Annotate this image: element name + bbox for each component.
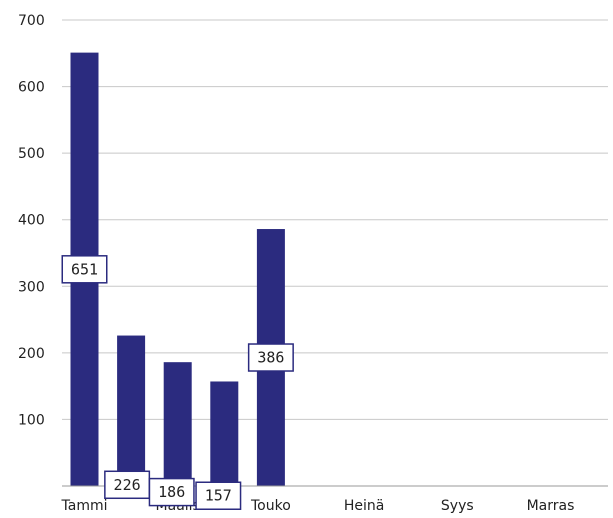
data-label: 651 — [61, 255, 108, 284]
data-label: 386 — [247, 343, 294, 372]
bar-maalis — [163, 362, 192, 486]
data-label-box — [61, 255, 108, 284]
bar-helmi — [117, 335, 146, 486]
bar-huhti — [210, 381, 239, 486]
data-label-box — [247, 343, 294, 372]
data-label: 226 — [104, 470, 151, 500]
data-label-text: 157 — [205, 487, 232, 505]
data-label-text: 651 — [71, 260, 98, 278]
data-label-box — [195, 481, 242, 510]
y-tick-label: 200 — [18, 346, 45, 362]
x-tick-label: Tammi — [61, 498, 108, 514]
x-tick-label: Syys — [441, 498, 474, 514]
y-tick-label: 400 — [18, 213, 45, 229]
data-label-text: 386 — [257, 349, 284, 367]
data-label: 157 — [195, 481, 242, 510]
data-label: 186 — [148, 477, 195, 507]
data-label-box — [148, 477, 195, 507]
data-label-box — [104, 470, 151, 500]
data-labels: 651 226 186 157 386 — [61, 255, 294, 510]
x-tick-label: Marras — [527, 498, 575, 514]
x-axis-ticks: TammiMaalisToukoHeinäSyysMarras — [61, 498, 575, 514]
data-label-text: 226 — [114, 476, 141, 494]
y-tick-label: 500 — [18, 146, 45, 162]
y-axis-ticks: 100 200 300 400 500 600 700 — [18, 13, 45, 428]
x-tick-label: Heinä — [344, 498, 384, 514]
x-tick-label: Touko — [250, 498, 291, 514]
y-tick-label: 700 — [18, 13, 45, 29]
data-label-text: 186 — [158, 483, 185, 501]
y-tick-label: 100 — [18, 412, 45, 428]
y-tick-label: 300 — [18, 279, 45, 295]
gridlines — [62, 19, 608, 420]
y-tick-label: 600 — [18, 80, 45, 96]
